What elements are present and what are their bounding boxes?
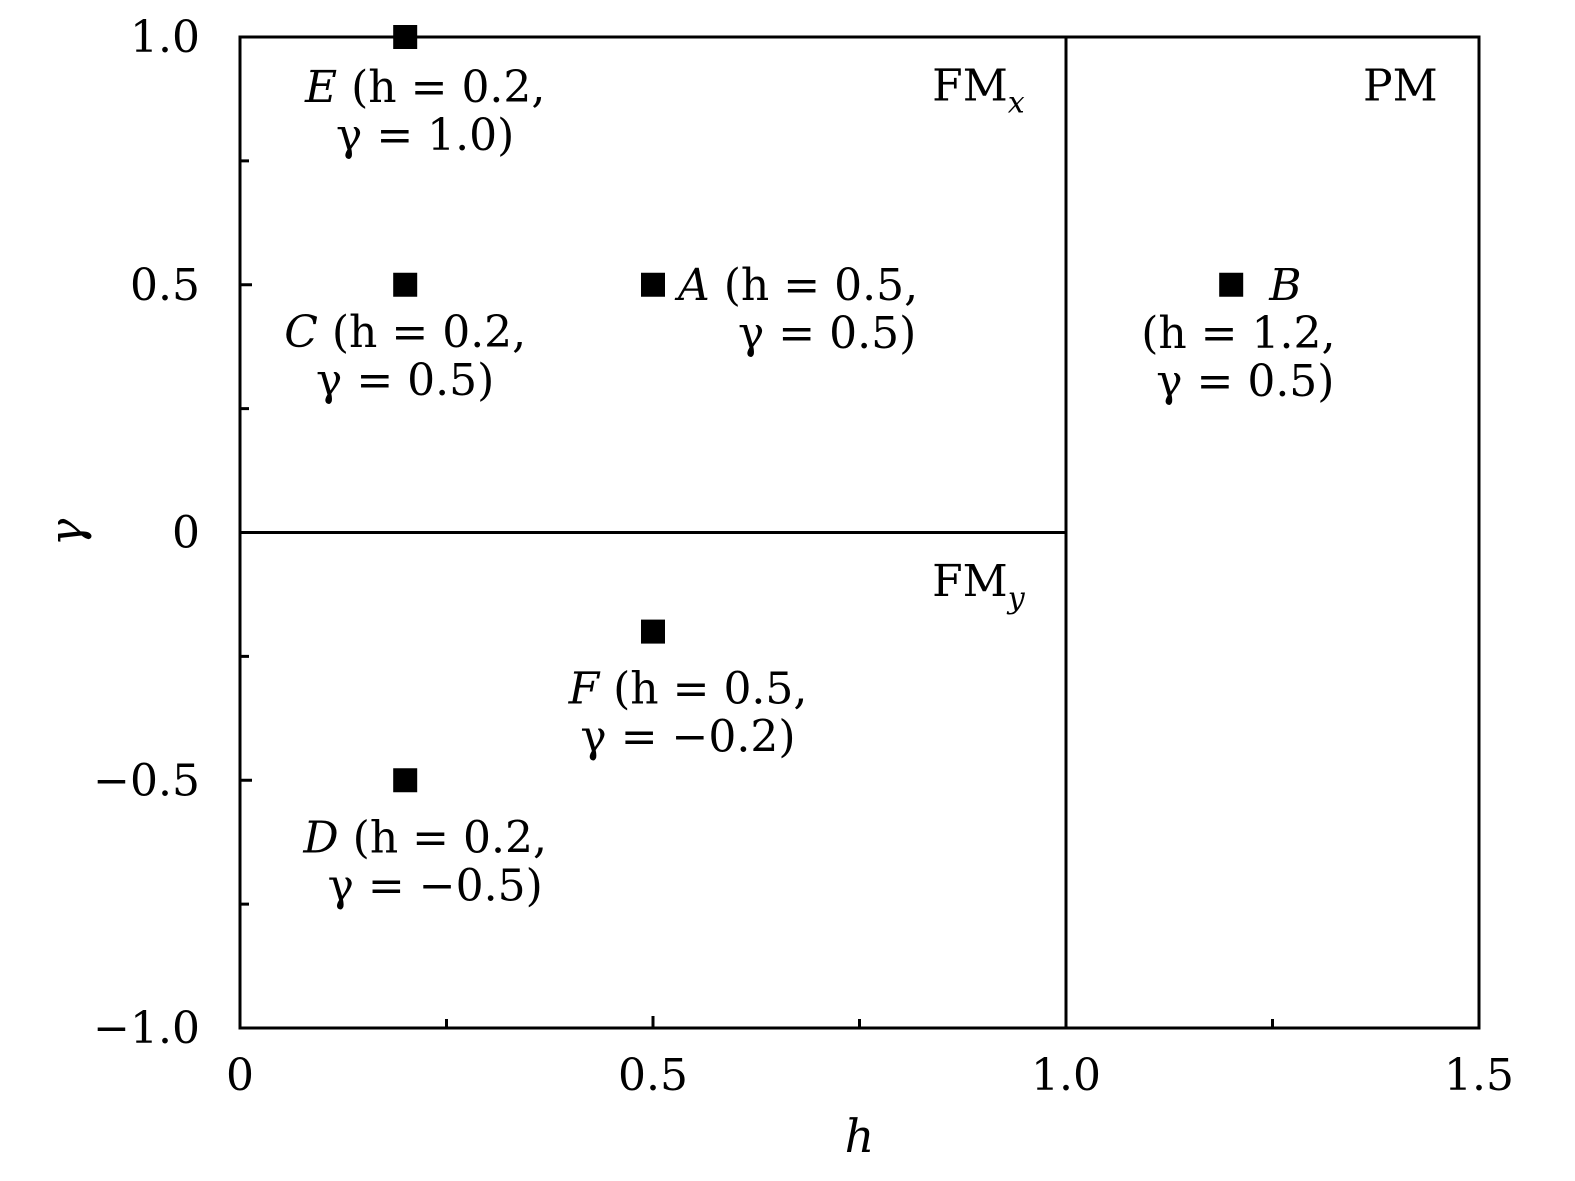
point-label-line: A (h = 0.5, (674, 260, 918, 311)
point-label-a: A (h = 0.5,γ = 0.5) (674, 260, 918, 359)
point-label-line: D (h = 0.2, (302, 812, 547, 863)
point-label-line: B (1268, 260, 1301, 311)
point-label-e: E (h = 0.2,γ = 1.0) (304, 62, 545, 161)
point-marker-f (641, 619, 665, 644)
region-label-pm: PM (1363, 61, 1438, 112)
point-label-line: E (h = 0.2, (304, 62, 545, 113)
region-labels: FMx FMy PM (932, 61, 1438, 616)
point-label-line: γ = −0.2) (580, 712, 795, 763)
point-marker-a (641, 272, 665, 297)
x-tick-label: 0.5 (618, 1050, 688, 1101)
y-tick-label: 0 (172, 508, 200, 559)
point-marker-b (1219, 272, 1244, 297)
point-label-f: F (h = 0.5,γ = −0.2) (568, 664, 808, 763)
point-marker-e (393, 25, 418, 49)
y-tick-label: 0.5 (130, 260, 200, 311)
point-label-line: F (h = 0.5, (568, 664, 808, 715)
y-tick-label: −0.5 (93, 755, 200, 806)
point-label-line: γ = 0.5) (1156, 356, 1334, 407)
point-label-line: (h = 1.2, (1141, 308, 1335, 359)
region-label-fmy: FMy (932, 556, 1026, 616)
y-axis-label: γ (39, 518, 93, 546)
point-labels: A (h = 0.5,γ = 0.5)B(h = 1.2,γ = 0.5)C (… (284, 62, 1335, 911)
point-marker-c (393, 272, 418, 297)
point-label-line: γ = 0.5) (316, 355, 494, 406)
point-label-c: C (h = 0.2,γ = 0.5) (284, 307, 526, 406)
point-label-line: γ = 1.0) (336, 110, 514, 161)
data-points (393, 25, 1244, 793)
y-tick-label: 1.0 (130, 12, 200, 63)
phase-boundaries (240, 37, 1068, 1028)
x-tick-label: 1.0 (1031, 1050, 1101, 1101)
y-tick-label: −1.0 (93, 1003, 200, 1054)
x-tick-label: 0 (226, 1050, 254, 1101)
point-label-b: B(h = 1.2,γ = 0.5) (1141, 260, 1335, 407)
point-label-line: C (h = 0.2, (284, 307, 526, 358)
point-label-d: D (h = 0.2,γ = −0.5) (302, 812, 547, 911)
point-label-line: γ = −0.5) (328, 860, 543, 911)
x-axis-label: h (845, 1109, 875, 1163)
point-marker-d (393, 768, 418, 793)
axis-ticks (238, 35, 1481, 1030)
x-tick-label: 1.5 (1444, 1050, 1514, 1101)
tick-labels: 0 0.5 1.0 1.5 1.0 0.5 0 −0.5 −1.0 (93, 12, 1514, 1101)
region-label-fmx: FMx (932, 61, 1025, 121)
point-label-line: γ = 0.5) (738, 308, 916, 359)
